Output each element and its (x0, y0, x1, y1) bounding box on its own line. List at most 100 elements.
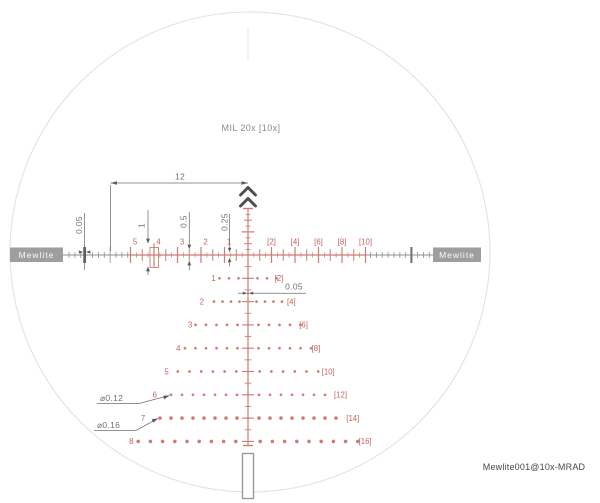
dim-dia-016-leader (135, 420, 154, 431)
dim-12-arrow-right (241, 181, 248, 185)
tree-dot (309, 346, 313, 350)
tree-dot (307, 439, 311, 444)
axis-number-right: [2] (267, 238, 276, 247)
tree-dot (288, 323, 292, 327)
tree-dot (202, 393, 206, 397)
tree-dot (211, 370, 215, 373)
dim-005-left-arrow-a (78, 250, 84, 254)
brand-label-left: Mewlite (19, 250, 55, 260)
dim-005-center-arrow-a (242, 291, 248, 295)
tree-dot (356, 439, 360, 444)
dim-dia-012-label: ⌀0.12 (100, 393, 123, 403)
tree-dot (282, 439, 287, 444)
tree-dot (221, 439, 226, 444)
tree-dot (257, 416, 261, 420)
tree-dot (236, 323, 239, 327)
axis-number-right: [4] (291, 238, 300, 247)
dim-dia-012-leader (138, 396, 165, 404)
tree-row-label: [6] (299, 321, 308, 330)
tree-row-label: [10] (322, 367, 335, 376)
tree-dot (148, 439, 153, 444)
tree-dot (279, 393, 283, 397)
dim-dia-016-arrow (151, 418, 159, 423)
center-chevrons (239, 186, 257, 208)
tree-dot (225, 323, 229, 327)
tree-row-number: 5 (164, 367, 169, 376)
dim-05-label: 0.5 (179, 215, 189, 228)
reticle-generated-layer: 5 4 3 2 1 [2] [4] [6] [8] [10] 1 [2] 2 [4] 3 [6] 4 [8] 5 [1… (63, 207, 433, 446)
tree-dot (188, 370, 191, 373)
tree-dot (255, 300, 258, 303)
dim-1-label: 1 (137, 223, 147, 228)
dim-1-arrow-down (146, 238, 150, 244)
tree-dot (191, 416, 195, 420)
tree-dot (257, 346, 260, 350)
axis-number-left: 1 (227, 238, 231, 247)
tree-dot (136, 439, 140, 444)
tree-row-number: 6 (153, 391, 157, 400)
tree-dot (301, 393, 305, 397)
tree-dot (293, 370, 297, 373)
tree-dot (299, 323, 302, 327)
dim-025-arrow-up (227, 257, 232, 263)
tree-dot (227, 276, 231, 280)
tree-dot (194, 346, 197, 350)
brand-box-left (10, 247, 63, 262)
tree-dot (225, 346, 229, 350)
tree-dot (295, 439, 299, 444)
tree-dot (238, 300, 241, 303)
dim-1-arrow-up (146, 266, 150, 272)
tree-dot (299, 346, 302, 350)
magnification-label: MIL 20x [10x] (222, 123, 281, 133)
tree-dot (169, 416, 173, 420)
tree-dot (258, 370, 262, 373)
bottom-post (241, 452, 255, 500)
dim-025-arrow-down (227, 247, 232, 253)
tree-row-label: [14] (346, 414, 359, 423)
dim-005-left-label: 0.05 (74, 216, 84, 234)
chevron-up-icon (239, 186, 257, 197)
tree-row-label: [4] (287, 297, 296, 306)
tree-dot (236, 346, 239, 350)
brand-box-right (433, 247, 481, 262)
tree-dot (191, 393, 195, 397)
axis-number-left: 2 (203, 238, 207, 247)
tree-dot (223, 370, 226, 373)
tree-dot (312, 393, 316, 397)
tree-dot (331, 439, 336, 444)
tree-dot (319, 439, 324, 444)
tree-dot (256, 276, 259, 280)
tree-dot (334, 416, 338, 420)
dim-005-left-arrow-b (86, 250, 91, 254)
tree-dot (204, 346, 208, 350)
tree-dot (218, 276, 221, 280)
tree-dot (288, 346, 292, 350)
tree-dot (235, 416, 239, 420)
axis-number-left: 3 (180, 238, 184, 247)
tree-dot (212, 300, 216, 303)
tree-dot (176, 370, 180, 373)
tree-dot (268, 393, 272, 397)
tree-dot (215, 346, 218, 350)
model-label: Mewlite001@10x-MRAD (483, 462, 586, 472)
tree-row-label: [16] (359, 437, 372, 446)
dim-dia-016-label: ⌀0.16 (97, 420, 120, 430)
tree-dot (235, 393, 239, 397)
tree-row-number: 1 (211, 274, 215, 283)
tree-dot (180, 416, 184, 420)
tree-dot (305, 370, 308, 373)
tree-row-number: 2 (200, 297, 204, 306)
tree-dot (281, 370, 285, 373)
tree-dot (183, 346, 187, 350)
tree-row-number: 4 (176, 344, 181, 353)
tree-row-label: [8] (312, 344, 321, 353)
tree-dot (343, 439, 348, 444)
tree-row-number: 3 (188, 321, 192, 330)
tree-dot (279, 416, 283, 420)
dim-05-arrow-down (187, 244, 192, 250)
tree-dot (268, 416, 272, 420)
tree-dot (290, 393, 294, 397)
tree-dot (267, 346, 271, 350)
